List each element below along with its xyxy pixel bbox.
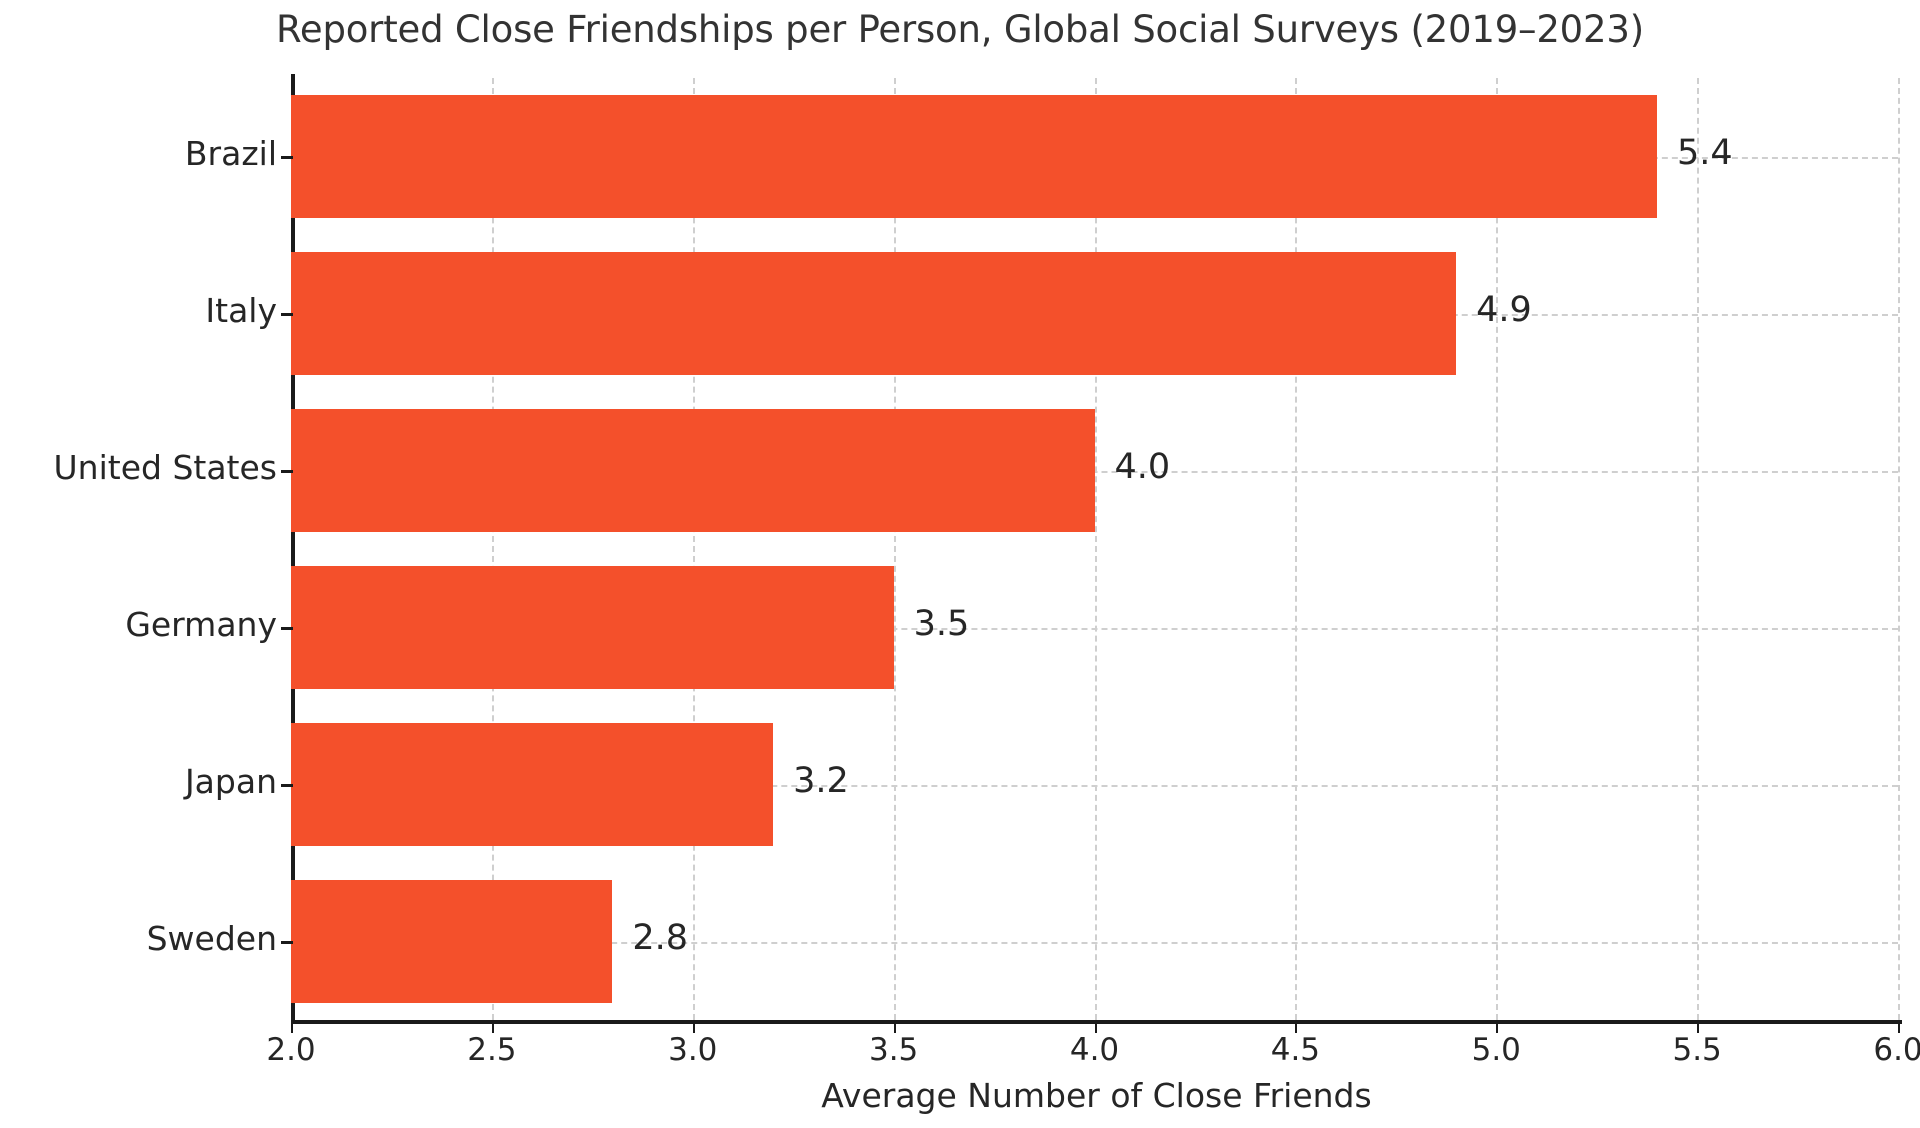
gridline-horizontal — [291, 784, 1898, 787]
bar-japan[interactable] — [291, 723, 774, 846]
x-tick-label: 3.0 — [668, 1032, 718, 1068]
x-tick-label: 4.0 — [1069, 1032, 1120, 1068]
y-tick-label-sweden: Sweden — [146, 918, 277, 958]
x-tick-label: 2.0 — [266, 1032, 316, 1068]
gridline-vertical — [491, 78, 494, 1020]
y-tick-mark — [281, 312, 293, 316]
x-tick-label: 3.5 — [868, 1032, 919, 1068]
chart-title: Reported Close Friendships per Person, G… — [276, 8, 1644, 51]
x-tick-mark — [291, 1024, 293, 1033]
bar-value-germany: 3.5 — [913, 603, 970, 644]
x-tick-mark — [1094, 1024, 1097, 1033]
gridline-horizontal — [291, 470, 1898, 473]
x-tick-mark — [893, 1024, 896, 1033]
y-tick-label-united-states: United States — [53, 447, 277, 487]
x-tick-mark — [692, 1024, 695, 1033]
x-axis-spine — [291, 1020, 1902, 1024]
gridline-vertical — [692, 78, 695, 1020]
gridline-vertical — [1094, 78, 1097, 1020]
bar-sweden[interactable] — [291, 880, 613, 1003]
bar-united-states[interactable] — [291, 409, 1095, 532]
y-tick-label-germany: Germany — [125, 604, 277, 644]
x-tick-label: 4.5 — [1270, 1032, 1321, 1068]
gridline-vertical — [1898, 78, 1900, 1020]
y-tick-mark — [281, 469, 293, 473]
y-tick-label-italy: Italy — [205, 290, 277, 330]
bar-value-japan: 3.2 — [793, 760, 849, 801]
x-tick-label: 5.0 — [1471, 1032, 1521, 1068]
gridline-horizontal — [291, 941, 1898, 944]
bar-value-italy: 4.9 — [1476, 289, 1532, 330]
y-tick-mark — [281, 783, 293, 787]
gridline-vertical — [1295, 78, 1298, 1020]
gridline-vertical — [1496, 78, 1499, 1020]
y-tick-label-japan: Japan — [184, 761, 277, 801]
y-axis-spine — [291, 74, 295, 1024]
x-tick-mark — [1295, 1024, 1298, 1033]
x-tick-mark — [1898, 1024, 1900, 1033]
bar-italy[interactable] — [291, 252, 1457, 375]
x-tick-mark — [491, 1024, 494, 1033]
x-tick-mark — [1496, 1024, 1499, 1033]
plot-area — [291, 78, 1900, 1020]
x-tick-mark — [1697, 1024, 1700, 1033]
y-tick-mark — [281, 626, 293, 630]
x-tick-label: 6.0 — [1873, 1032, 1920, 1068]
bar-value-brazil: 5.4 — [1676, 132, 1733, 173]
y-tick-mark — [281, 940, 293, 944]
gridline-vertical — [893, 78, 896, 1020]
gridline-vertical — [1697, 78, 1700, 1020]
y-tick-label-brazil: Brazil — [184, 133, 277, 173]
gridline-horizontal — [291, 627, 1898, 630]
bar-value-sweden: 2.8 — [632, 917, 689, 958]
x-tick-label: 2.5 — [467, 1032, 517, 1068]
bar-value-united-states: 4.0 — [1114, 446, 1171, 487]
x-tick-label: 5.5 — [1672, 1032, 1722, 1068]
y-tick-mark — [281, 155, 293, 159]
x-axis-label: Average Number of Close Friends — [821, 1076, 1372, 1115]
bar-brazil[interactable] — [291, 95, 1657, 218]
bar-germany[interactable] — [291, 566, 894, 689]
